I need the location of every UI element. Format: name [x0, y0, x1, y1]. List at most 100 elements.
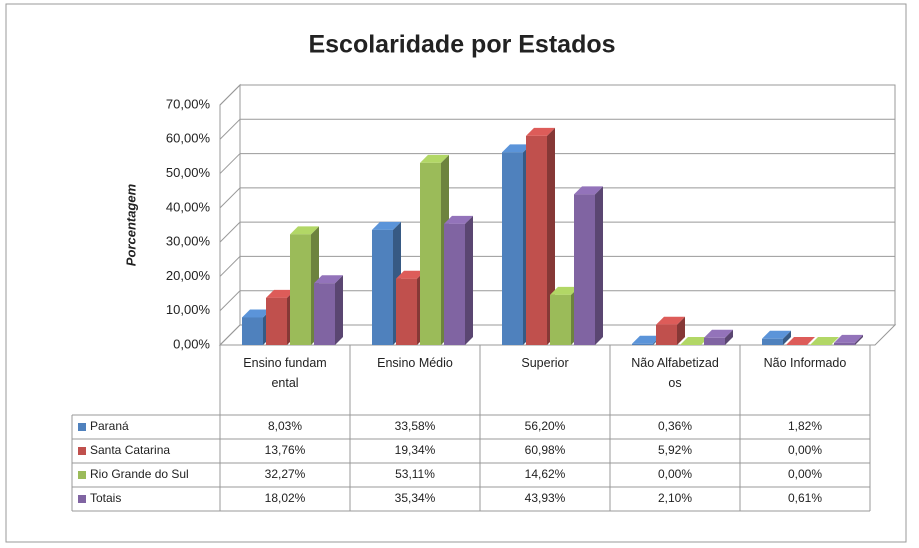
legend-swatch: [78, 495, 86, 503]
table-value: 13,76%: [265, 443, 306, 457]
x-tick-label: Ensino Médio: [377, 356, 453, 370]
legend-label: Totais: [90, 491, 121, 505]
table-value: 0,00%: [658, 467, 692, 481]
legend-swatch: [78, 447, 86, 455]
y-tick-label: 30,00%: [166, 234, 211, 249]
bar: [502, 152, 523, 345]
grid-line: [219, 255, 895, 277]
table-value: 35,34%: [395, 491, 436, 505]
bar: [266, 297, 287, 345]
bar-top: [834, 334, 863, 343]
table-value: 18,02%: [265, 491, 306, 505]
table-value: 0,36%: [658, 419, 692, 433]
table-value: 2,10%: [658, 491, 692, 505]
category-cell: Superior: [521, 356, 569, 370]
y-tick-label: 10,00%: [166, 302, 211, 317]
table-value: 0,61%: [788, 491, 822, 505]
grid-line: [219, 221, 895, 243]
table-value: 56,20%: [525, 419, 566, 433]
grid-line: [219, 84, 895, 106]
bar-top: [420, 154, 449, 163]
bar-top: [266, 289, 295, 298]
grid-line: [219, 187, 895, 209]
bar: [550, 294, 571, 345]
bar: [444, 223, 465, 345]
bar-top: [656, 316, 685, 325]
bar-side: [547, 127, 555, 345]
legend-label: Paraná: [90, 419, 129, 433]
bar: [632, 343, 653, 345]
bar-top: [526, 127, 555, 136]
bar-side: [783, 330, 791, 345]
bar-top: [810, 337, 839, 345]
table-value: 0,00%: [788, 467, 822, 481]
bar: [762, 338, 783, 345]
grid-line: [219, 153, 895, 174]
y-tick-label: 60,00%: [166, 131, 211, 146]
y-tick-label: 50,00%: [166, 165, 211, 180]
bar: [574, 194, 595, 345]
bar-top: [372, 221, 401, 230]
table-value: 43,93%: [525, 491, 566, 505]
bar-top: [786, 337, 815, 345]
bar-side: [677, 316, 685, 345]
bar: [314, 283, 335, 345]
bar: [420, 162, 441, 345]
bar-side: [595, 186, 603, 345]
bar-side: [465, 215, 473, 345]
bar-top: [290, 226, 319, 235]
bar-top: [502, 144, 531, 153]
bar-top: [314, 275, 343, 284]
bar: [526, 135, 547, 345]
category-cell: Não Informado: [763, 356, 847, 370]
table-value: 1,82%: [788, 419, 822, 433]
y-tick-label: 70,00%: [166, 96, 211, 111]
grid-line: [219, 290, 895, 312]
bar-top: [680, 337, 709, 345]
bar: [396, 278, 417, 345]
table-value: 14,62%: [525, 467, 566, 481]
bar: [372, 229, 393, 345]
legend-label: Rio Grande do Sul: [90, 467, 189, 481]
x-tick-label: Ensino fundamental: [243, 356, 327, 390]
y-tick-label: 40,00%: [166, 199, 211, 214]
legend-swatch: [78, 423, 86, 431]
bar-side: [855, 334, 863, 345]
x-tick-label: Não Alfabetizados: [631, 356, 719, 390]
table-value: 5,92%: [658, 443, 692, 457]
category-cell: Ensino Médio: [377, 356, 453, 370]
grid-line: [219, 118, 895, 140]
table-value: 60,98%: [525, 443, 566, 457]
table-value: 0,00%: [788, 443, 822, 457]
table-value: 8,03%: [268, 419, 302, 433]
bar-side: [335, 275, 343, 345]
bar: [242, 317, 263, 345]
bar-top: [242, 309, 271, 318]
bar-top: [704, 329, 733, 338]
bar: [290, 234, 311, 345]
category-cell: Ensino fundamental: [243, 356, 327, 390]
bar-top: [396, 270, 425, 279]
x-tick-label: Não Informado: [763, 356, 847, 370]
bar-top: [444, 215, 473, 224]
legend-label: Santa Catarina: [90, 443, 170, 457]
table-value: 33,58%: [395, 419, 436, 433]
table-value: 19,34%: [395, 443, 436, 457]
x-tick-label: Superior: [521, 356, 569, 370]
table-value: 53,11%: [395, 467, 435, 481]
legend-swatch: [78, 471, 86, 479]
category-cell: Não Alfabetizados: [631, 356, 719, 390]
bar: [704, 337, 725, 345]
bar-top: [762, 330, 791, 339]
bar-top: [550, 286, 579, 295]
bar: [834, 342, 855, 345]
bar-top: [574, 186, 603, 195]
bar-side: [725, 329, 733, 345]
y-axis-label: Porcentagem: [123, 183, 138, 266]
bar-top: [632, 335, 661, 344]
bar: [656, 324, 677, 345]
chart-title: Escolaridade por Estados: [308, 31, 615, 59]
y-tick-label: 0,00%: [173, 336, 210, 351]
table-value: 32,27%: [265, 467, 306, 481]
